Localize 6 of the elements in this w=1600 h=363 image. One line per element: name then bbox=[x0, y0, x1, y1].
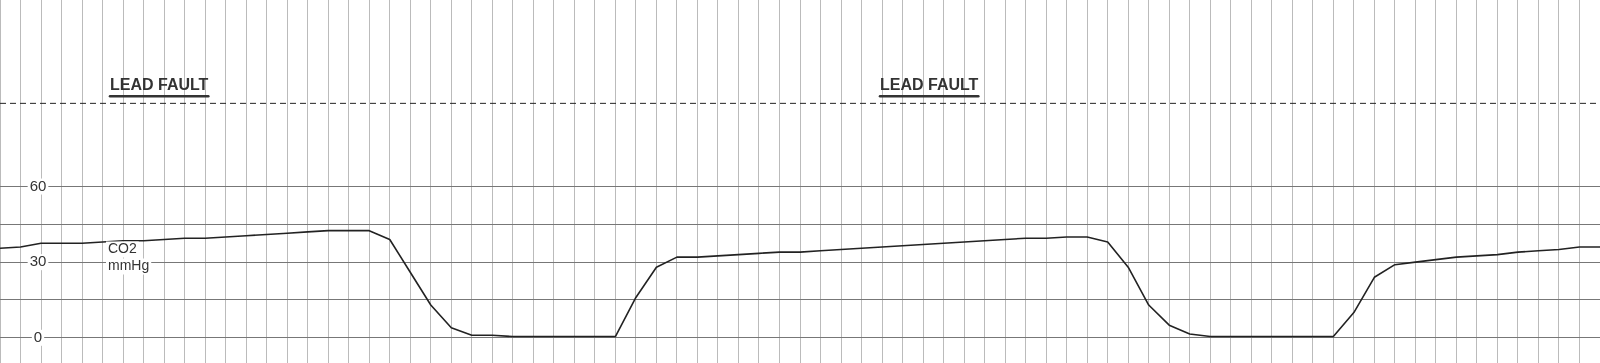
y-tick-label: 30 bbox=[29, 252, 47, 270]
y-tick-label: 0 bbox=[33, 327, 43, 345]
y-tick-label: 60 bbox=[29, 176, 47, 194]
y-axis-title: CO2 mmHg bbox=[108, 240, 150, 274]
annotation: LEAD FAULT bbox=[110, 75, 209, 93]
annotation: LEAD FAULT bbox=[880, 75, 979, 93]
